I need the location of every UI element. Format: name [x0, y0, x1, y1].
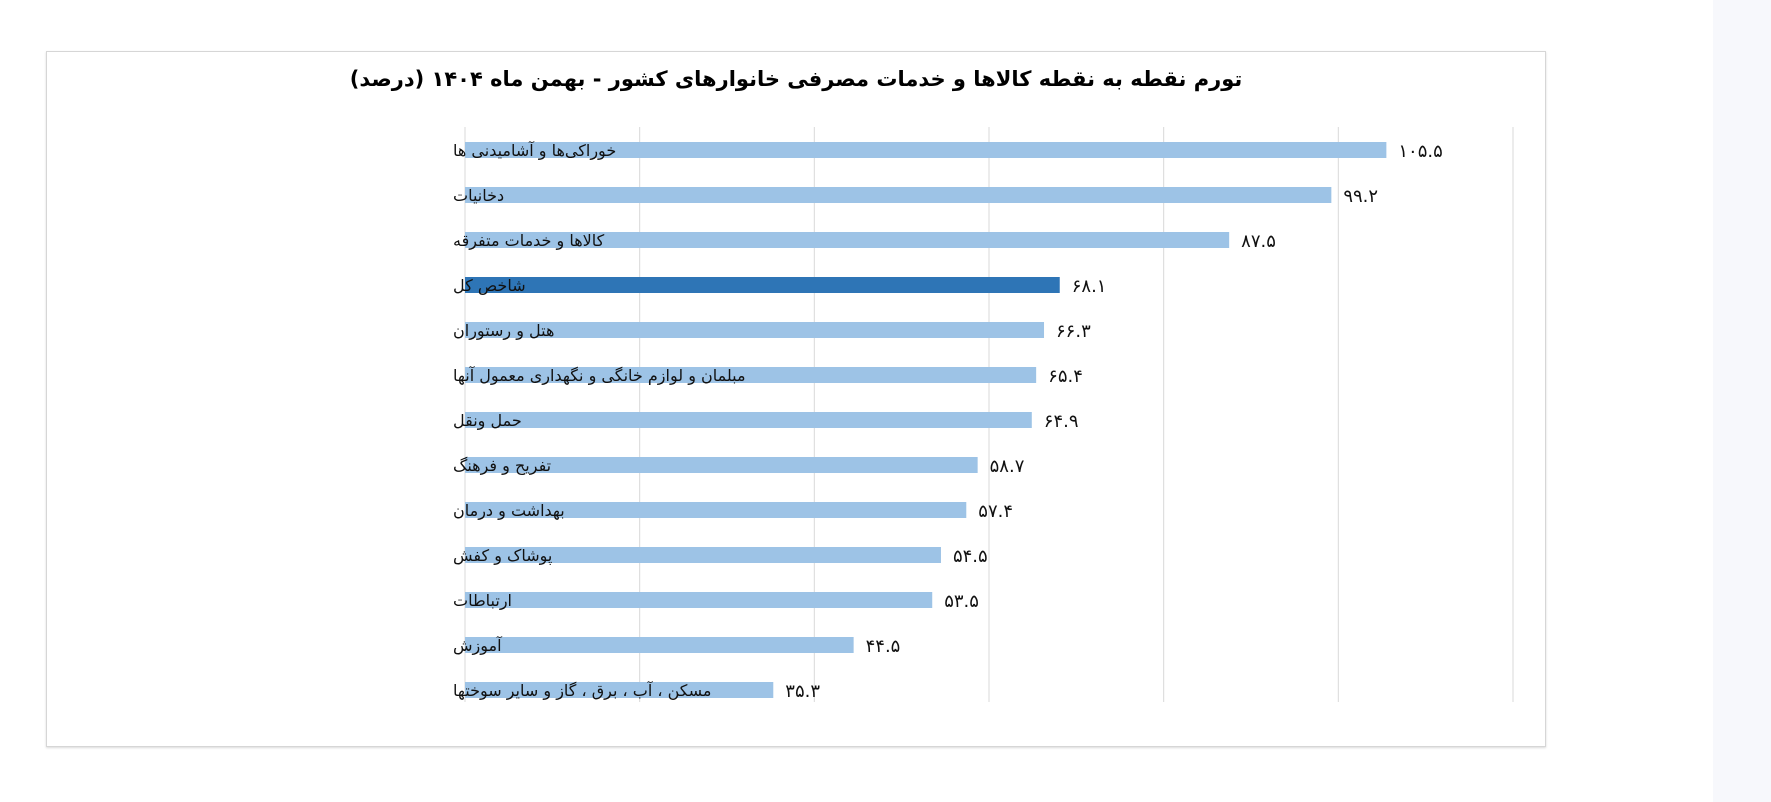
bar — [465, 637, 854, 653]
category-label: خوراکی‌ها و آشامیدنی ها — [453, 141, 616, 161]
data-label: ۱۰۵.۵ — [1398, 141, 1442, 162]
side-panel — [1713, 0, 1771, 802]
data-label: ۹۹.۲ — [1343, 186, 1378, 207]
bar — [465, 502, 967, 518]
data-label: ۴۴.۵ — [866, 636, 901, 657]
category-label: مبلمان و لوازم خانگی و نگهداری معمول آنه… — [453, 366, 746, 386]
category-label: مسکن ، آب ، برق ، گاز و سایر سوختها — [453, 681, 711, 701]
category-label: بهداشت و درمان — [453, 501, 565, 521]
bar — [465, 322, 1045, 338]
bar — [465, 367, 1037, 383]
data-label: ۵۳.۵ — [944, 591, 979, 612]
category-label: کالاها و خدمات متفرقه — [453, 231, 605, 251]
data-label: ۵۸.۷ — [990, 456, 1025, 477]
category-label: حمل ونقل — [453, 411, 522, 431]
bar — [465, 232, 1230, 248]
data-label: ۸۷.۵ — [1241, 231, 1276, 252]
category-label: پوشاک و کفش — [453, 546, 552, 566]
chart-card: تورم نقطه به نقطه کالاها و خدمات مصرفی خ… — [46, 51, 1546, 747]
bar — [465, 277, 1060, 293]
data-label: ۶۵.۴ — [1048, 366, 1083, 387]
bar — [465, 457, 978, 473]
bar-chart: خوراکی‌ها و آشامیدنی ها ۱۰۵.۵ دخانیات ۹۹.۲ ک… — [453, 127, 1514, 702]
bar — [465, 187, 1332, 203]
category-label: دخانیات — [453, 186, 504, 205]
bar — [465, 592, 933, 608]
category-label: ارتباطات — [453, 591, 512, 611]
data-label: ۵۷.۴ — [978, 501, 1013, 522]
category-label: هتل و رستوران — [453, 321, 554, 341]
data-label: ۶۸.۱ — [1072, 276, 1107, 297]
chart-title: تورم نقطه به نقطه کالاها و خدمات مصرفی خ… — [349, 67, 1243, 91]
data-label: ۵۴.۵ — [953, 546, 988, 567]
data-label: ۶۶.۳ — [1056, 321, 1091, 342]
bar — [465, 142, 1387, 158]
data-label: ۳۵.۳ — [785, 681, 820, 702]
bar — [465, 682, 774, 698]
data-label: ۶۴.۹ — [1044, 411, 1079, 432]
bar — [465, 547, 941, 563]
bar — [465, 412, 1032, 428]
category-label: شاخص کل — [453, 276, 526, 296]
category-label: آموزش — [453, 636, 503, 656]
category-label: تفریح و فرهنگ — [453, 456, 551, 476]
